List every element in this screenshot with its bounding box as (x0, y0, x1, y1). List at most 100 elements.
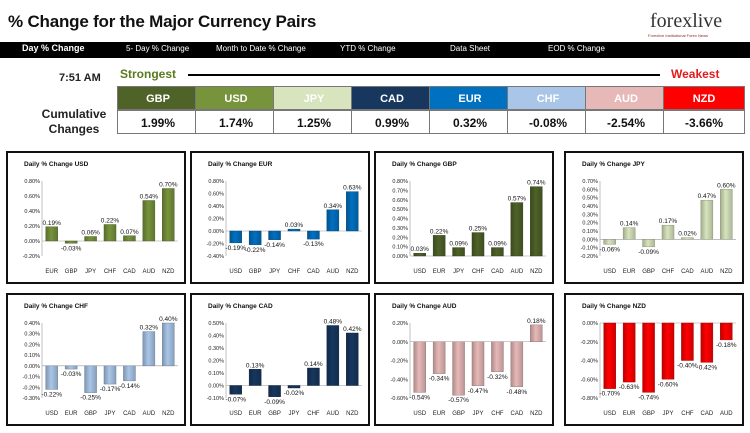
data-label: -0.19% (225, 245, 246, 252)
data-label: -0.47% (468, 388, 489, 395)
bar-usd (413, 341, 426, 393)
chart-panel-eur: Daily % Change EUR -0.40% -0.20% 0.00% 0.20%… (190, 151, 370, 284)
data-label: 0.60% (717, 182, 736, 189)
y-tick-label: -0.60% (391, 396, 409, 402)
y-tick-label: 0.30% (208, 346, 224, 352)
data-label: 0.03% (285, 222, 304, 229)
chart-panel-aud: Daily % Change AUD -0.60% -0.40% -0.20% 0.00… (374, 293, 554, 426)
chart-svg: Daily % Change CHF -0.30% -0.20% -0.10% 0.00… (23, 303, 178, 417)
x-tick-label: CAD (511, 411, 524, 417)
x-tick-label: USD (229, 411, 242, 417)
tab-eod-change[interactable]: EOD % Change (548, 44, 605, 53)
forexlive-logo[interactable]: forexlive Forexlive Institutional Forex … (648, 10, 728, 40)
data-label: -0.25% (80, 395, 101, 402)
y-tick-label: 0.30% (392, 226, 408, 232)
x-tick-label: CHF (491, 411, 504, 417)
y-tick-label: 0.30% (24, 332, 40, 338)
bar-cad (123, 235, 136, 242)
chart-panel-gbp: Daily % Change GBP 0.00% 0.10% 0.20% 0.30% 0.… (374, 151, 554, 284)
chart-panel-nzd: Daily % Change NZD -0.80% -0.60% -0.40% -0.2… (564, 293, 744, 426)
bar-chf (287, 228, 301, 232)
tab-month-to-date-change[interactable]: Month to Date % Change (216, 44, 306, 53)
y-tick-label: -0.30% (23, 396, 41, 402)
chart-title: Daily % Change JPY (582, 161, 646, 168)
cumulative-label-line-2: Changes (48, 122, 100, 136)
data-label: 0.09% (449, 241, 468, 248)
bar-jpy (287, 385, 301, 389)
bar-usd (229, 385, 242, 395)
data-label: 0.63% (343, 185, 362, 192)
bar-eur (622, 322, 636, 383)
data-label: 0.42% (343, 326, 362, 333)
y-tick-label: 0.60% (582, 187, 598, 193)
x-tick-label: USD (413, 411, 426, 417)
chart-svg: Daily % Change EUR -0.40% -0.20% 0.00% 0.20%… (207, 161, 362, 275)
tab-data-sheet[interactable]: Data Sheet (450, 44, 491, 53)
x-tick-label: USD (603, 269, 616, 275)
currency-code-chf: CHF (507, 86, 589, 110)
bar-usd (603, 239, 616, 245)
bar-cad (307, 230, 320, 240)
bar-jpy (84, 236, 97, 242)
bar-nzd (530, 324, 543, 342)
y-tick-label: -0.20% (207, 242, 225, 248)
chart-title: Daily % Change EUR (208, 161, 273, 168)
chart-svg: Daily % Change JPY -0.20% -0.10% 0.00% 0.10%… (581, 161, 736, 275)
chart-svg: Daily % Change NZD -0.80% -0.60% -0.40% -0.2… (581, 303, 737, 417)
bar-cad (491, 247, 504, 257)
x-tick-label: CHF (307, 411, 320, 417)
bar-chf (307, 367, 320, 386)
x-tick-label: CHF (662, 269, 675, 275)
x-tick-label: USD (45, 411, 58, 417)
chart-svg: Daily % Change CAD -0.10% 0.00% 0.10% 0.20% 0… (207, 303, 362, 417)
weakest-label: Weakest (671, 67, 720, 81)
y-tick-label: 0.00% (24, 239, 40, 245)
bar-gbp (268, 385, 281, 397)
bar-cad (510, 341, 524, 387)
x-tick-label: GBP (268, 411, 281, 417)
x-tick-label: NZD (720, 269, 733, 275)
data-label: -0.17% (100, 386, 121, 393)
data-label: 0.54% (140, 194, 159, 201)
tab-ytd-change[interactable]: YTD % Change (340, 44, 396, 53)
x-tick-label: CAD (681, 269, 694, 275)
data-label: -0.32% (487, 374, 508, 381)
x-tick-label: AUD (701, 269, 714, 275)
currency-code-aud: AUD (585, 86, 667, 110)
x-tick-label: NZD (530, 411, 543, 417)
data-label: 0.34% (324, 203, 343, 210)
x-tick-label: JPY (85, 269, 96, 275)
y-tick-label: -0.40% (581, 359, 599, 365)
x-tick-label: JPY (472, 411, 483, 417)
data-label: 0.47% (698, 193, 717, 200)
strength-arrow-line (188, 74, 660, 76)
currency-box-jpy: JPY 1.25% (273, 86, 355, 134)
y-tick-label: 0.20% (392, 321, 408, 327)
currency-code-usd: USD (195, 86, 277, 110)
currency-box-cad: CAD 0.99% (351, 86, 433, 134)
bar-jpy (452, 247, 465, 257)
y-tick-label: 0.70% (392, 188, 408, 194)
bar-jpy (103, 365, 117, 385)
x-tick-label: EUR (623, 411, 636, 417)
y-tick-label: 0.40% (24, 209, 40, 215)
currency-change-nzd: -3.66% (663, 110, 745, 134)
data-label: 0.18% (527, 318, 546, 325)
data-label: 0.14% (304, 361, 323, 368)
x-tick-label: NZD (530, 269, 543, 275)
y-tick-label: 0.00% (208, 229, 224, 235)
bar-eur (45, 226, 58, 242)
logo-tagline: Forexlive Institutional Forex News (648, 33, 709, 38)
x-tick-label: USD (413, 269, 426, 275)
y-tick-label: 0.50% (392, 207, 408, 213)
x-tick-label: EUR (433, 269, 446, 275)
bar-gbp (452, 341, 465, 396)
x-tick-label: AUD (327, 269, 340, 275)
data-label: -0.60% (658, 381, 679, 388)
x-tick-label: CAD (701, 411, 714, 417)
tab-day-change[interactable]: Day % Change (22, 43, 85, 53)
data-label: -0.48% (507, 389, 528, 396)
tab-5-day-change[interactable]: 5- Day % Change (126, 44, 190, 53)
x-tick-label: EUR (45, 269, 58, 275)
y-tick-label: 0.40% (582, 204, 598, 210)
